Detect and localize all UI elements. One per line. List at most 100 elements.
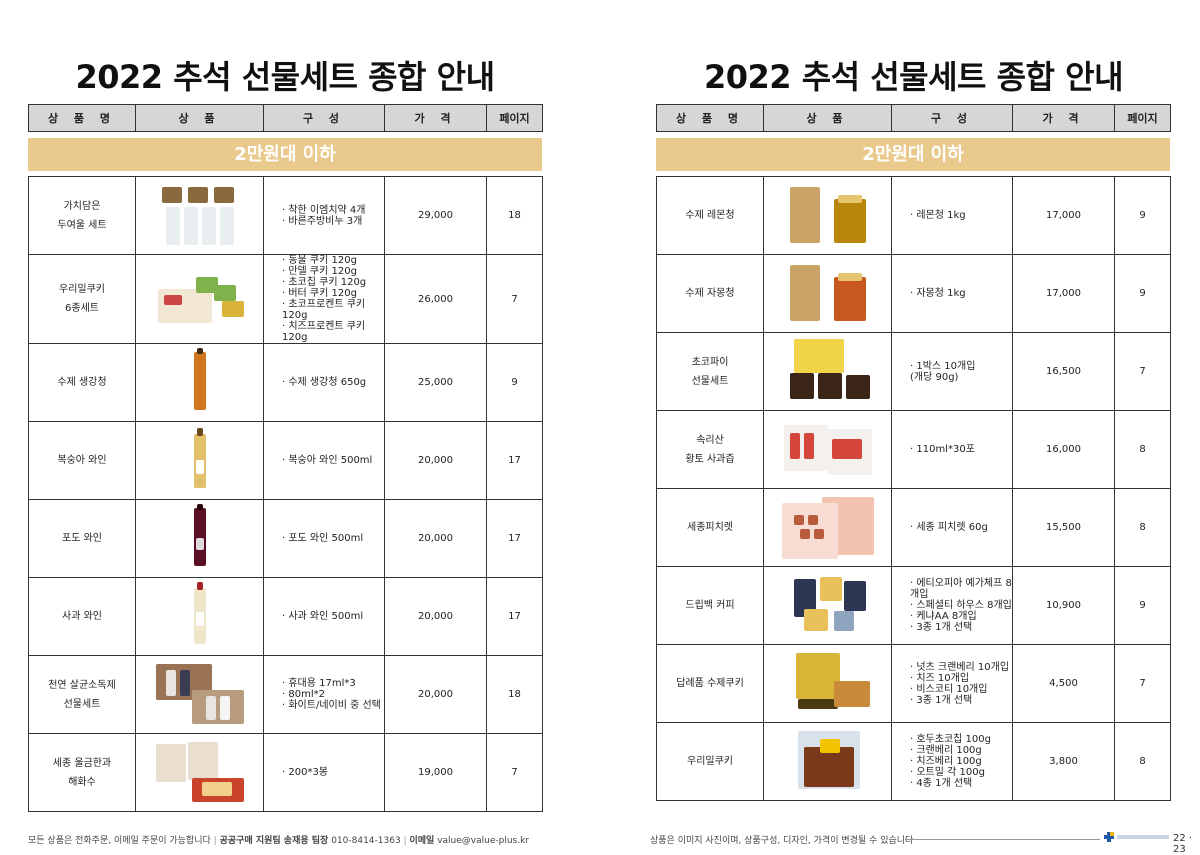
table-row: 드립백 커피 · 에티오피아 예가체프 8개입 · 스페셜티 하우스 8개입 · … [656, 566, 1171, 645]
product-price: 16,000 [1012, 410, 1115, 489]
publisher-logo [1104, 832, 1169, 842]
header-composition: 구 성 [891, 104, 1013, 132]
product-image-cell [763, 722, 892, 801]
product-components: · 휴대용 17ml*3 · 80ml*2 · 화이트/네이비 중 선택 [263, 655, 385, 734]
product-photo [780, 415, 876, 481]
table-row: 세종피치렛 · 세종 피치렛 60g 15,500 8 [656, 488, 1171, 567]
product-name: 포도 와인 [28, 499, 136, 578]
price-band: 2만원대 이하 [28, 138, 542, 171]
product-name: 우리밀쿠키 6종세트 [28, 254, 136, 344]
product-components: · 110ml*30포 [891, 410, 1013, 489]
product-price: 16,500 [1012, 332, 1115, 411]
product-page: 17 [486, 421, 543, 500]
product-photo [152, 181, 248, 247]
product-page: 9 [1114, 566, 1171, 645]
product-page: 8 [1114, 410, 1171, 489]
product-name: 우리밀쿠키 [656, 722, 764, 801]
product-photo [780, 493, 876, 559]
product-photo [780, 727, 876, 793]
product-price: 3,800 [1012, 722, 1115, 801]
header-composition: 구 성 [263, 104, 385, 132]
product-price: 10,900 [1012, 566, 1115, 645]
product-page: 8 [1114, 488, 1171, 567]
product-price: 26,000 [384, 254, 487, 344]
product-price: 17,000 [1012, 176, 1115, 255]
footer-note: 상품은 이미지 사진이며, 상품구성, 디자인, 가격이 변경될 수 있습니다 [650, 836, 914, 846]
product-page: 7 [486, 254, 543, 344]
product-price: 20,000 [384, 655, 487, 734]
table-row: 수제 자몽청 · 자몽청 1kg 17,000 9 [656, 254, 1171, 333]
footer-note: 모든 상품은 전화주문, 이메일 주문이 가능합니다 [28, 836, 211, 846]
footer-divider [905, 839, 1100, 840]
product-components: · 사과 와인 500ml [263, 577, 385, 656]
product-price: 29,000 [384, 176, 487, 255]
price-band: 2만원대 이하 [656, 138, 1170, 171]
product-photo [780, 649, 876, 715]
table-row: 수제 레몬청 · 레몬청 1kg 17,000 9 [656, 176, 1171, 255]
product-page: 9 [486, 343, 543, 422]
product-name: 수제 자몽청 [656, 254, 764, 333]
table-header: 상 품 명 상 품 구 성 가 격 페이지 [28, 104, 543, 132]
product-image-cell [135, 733, 264, 812]
header-price: 가 격 [1012, 104, 1115, 132]
product-image-cell [135, 499, 264, 578]
product-components: · 호두초코칩 100g · 크랜베리 100g · 치즈베리 100g · 오… [891, 722, 1013, 801]
product-price: 19,000 [384, 733, 487, 812]
product-image-cell [763, 566, 892, 645]
product-image-cell [763, 410, 892, 489]
product-name: 세종 울금한과 해화수 [28, 733, 136, 812]
table-row: 복숭아 와인 · 복숭아 와인 500ml 20,000 17 [28, 421, 543, 500]
table-row: 속리산 황토 사과즙 · 110ml*30포 16,000 8 [656, 410, 1171, 489]
product-image-cell [135, 343, 264, 422]
product-image-cell [763, 332, 892, 411]
product-photo [780, 337, 876, 403]
table-row: 포도 와인 · 포도 와인 500ml 20,000 17 [28, 499, 543, 578]
product-page: 17 [486, 499, 543, 578]
right-page: 2022 추석 선물세트 종합 안내 상 품 명 상 품 구 성 가 격 페이지… [600, 0, 1200, 855]
product-photo [152, 265, 248, 331]
left-page: 2022 추석 선물세트 종합 안내 상 품 명 상 품 구 성 가 격 페이지… [0, 0, 600, 853]
product-components: · 200*3봉 [263, 733, 385, 812]
page-numbers: 22 · 23 [1173, 833, 1193, 855]
product-name: 복숭아 와인 [28, 421, 136, 500]
product-price: 20,000 [384, 577, 487, 656]
header-product-name: 상 품 명 [28, 104, 136, 132]
table-row: 가치담은 두여울 세트 · 착한 이엠치약 4개 · 바른주방비누 3개 29,00… [28, 176, 543, 255]
footer-info: 모든 상품은 전화주문, 이메일 주문이 가능합니다 | 공공구매 지원팀 송재… [28, 836, 529, 846]
product-components: · 자몽청 1kg [891, 254, 1013, 333]
product-name: 답례품 수제쿠키 [656, 644, 764, 723]
product-page: 7 [1114, 332, 1171, 411]
product-components: · 동물 쿠키 120g · 만델 쿠키 120g · 초코칩 쿠키 120g … [263, 254, 385, 344]
product-name: 속리산 황토 사과즙 [656, 410, 764, 489]
product-components: · 착한 이엠치약 4개 · 바른주방비누 3개 [263, 176, 385, 255]
product-components: · 레몬청 1kg [891, 176, 1013, 255]
header-page: 페이지 [1114, 104, 1171, 132]
product-price: 20,000 [384, 499, 487, 578]
product-image-cell [763, 644, 892, 723]
product-photo [780, 571, 876, 637]
product-name: 초코파이 선물세트 [656, 332, 764, 411]
header-page: 페이지 [486, 104, 543, 132]
product-price: 25,000 [384, 343, 487, 422]
product-photo [152, 660, 248, 726]
footer-phone: 010-8414-1363 [331, 836, 401, 846]
product-table: 가치담은 두여울 세트 · 착한 이엠치약 4개 · 바른주방비누 3개 29,00… [28, 176, 543, 812]
product-components: · 넛츠 크랜베리 10개입 · 치즈 10개입 · 비스코티 10개입 · 3… [891, 644, 1013, 723]
product-photo [152, 582, 248, 648]
table-row: 수제 생강청 · 수제 생강청 650g 25,000 9 [28, 343, 543, 422]
header-product-name: 상 품 명 [656, 104, 764, 132]
product-components: · 세종 피치렛 60g [891, 488, 1013, 567]
product-photo [152, 348, 248, 414]
product-name: 사과 와인 [28, 577, 136, 656]
product-name: 수제 생강청 [28, 343, 136, 422]
table-row: 우리밀쿠키 · 호두초코칩 100g · 크랜베리 100g · 치즈베리 100… [656, 722, 1171, 801]
product-components: · 복숭아 와인 500ml [263, 421, 385, 500]
product-price: 20,000 [384, 421, 487, 500]
product-page: 9 [1114, 176, 1171, 255]
page-title: 2022 추석 선물세트 종합 안내 [75, 58, 495, 96]
product-name: 드립백 커피 [656, 566, 764, 645]
table-row: 세종 울금한과 해화수 · 200*3봉 19,000 7 [28, 733, 543, 812]
header-product: 상 품 [763, 104, 892, 132]
product-image-cell [763, 488, 892, 567]
table-row: 천연 살균소독제 선물세트 · 휴대용 17ml*3 · 80ml*2 · 화이트… [28, 655, 543, 734]
